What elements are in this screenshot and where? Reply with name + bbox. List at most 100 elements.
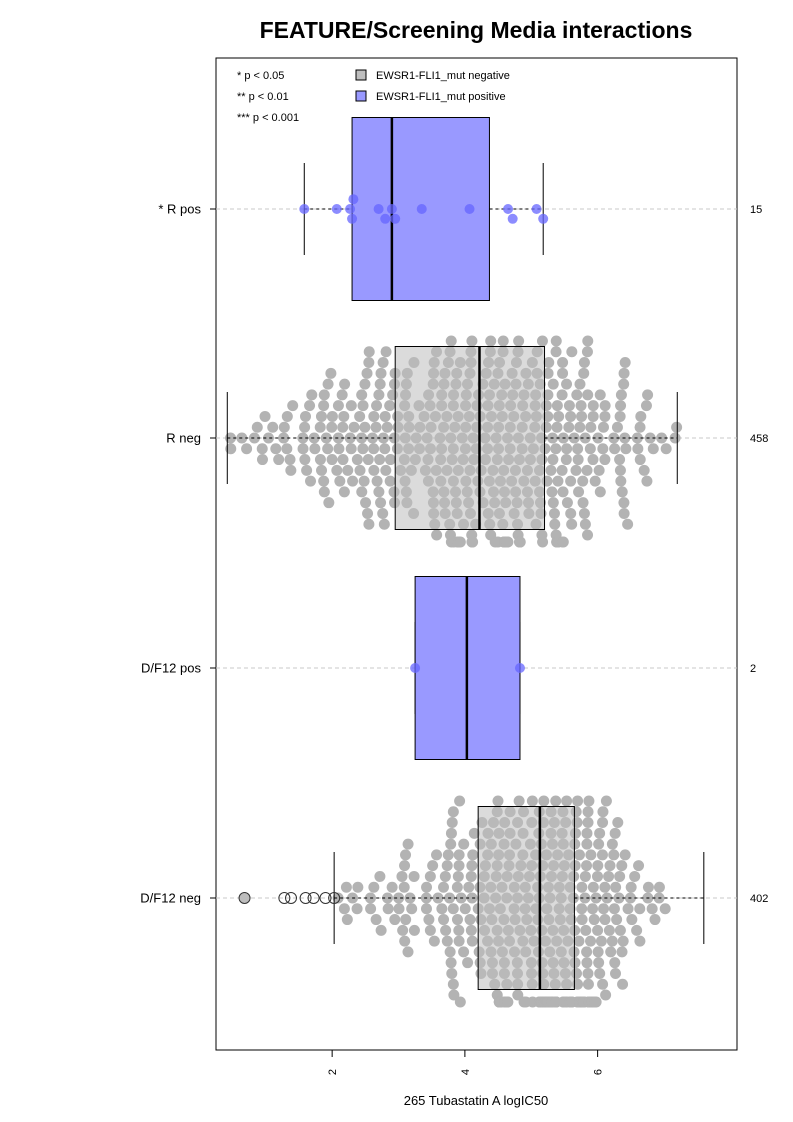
point-1-349: [546, 486, 558, 498]
point-1-385: [565, 507, 577, 519]
point-3-304: [576, 903, 588, 915]
point-1-411: [585, 421, 597, 433]
point-3-40: [431, 849, 443, 861]
point-1-63: [348, 421, 360, 433]
point-3-350: [593, 957, 605, 969]
point-1-20: [297, 432, 309, 444]
point-1-455: [660, 443, 672, 455]
point-1-99: [379, 443, 391, 455]
point-1-374: [557, 486, 569, 498]
point-3-322: [582, 967, 594, 979]
point-3-3: [341, 914, 353, 926]
point-1-47: [331, 464, 343, 476]
point-1-378: [561, 378, 573, 390]
point-3-51: [444, 946, 456, 958]
point-1-416: [592, 432, 604, 444]
point-1-380: [561, 497, 573, 509]
point-1-64: [351, 454, 363, 466]
point-1-66: [354, 464, 366, 476]
point-1-408: [582, 389, 594, 401]
point-3-10: [370, 914, 382, 926]
point-3-45: [439, 870, 451, 882]
point-1-437: [618, 367, 630, 379]
point-3-348: [592, 946, 604, 958]
point-1-21: [297, 443, 309, 455]
point-3-82: [467, 849, 479, 861]
point-pos-0-4: [348, 194, 359, 205]
point-pos-0-0: [299, 204, 310, 214]
point-1-353: [547, 497, 559, 509]
point-3-368: [606, 935, 618, 947]
point-1-49: [332, 400, 344, 412]
group-n-1: 458: [750, 433, 768, 445]
point-1-442: [622, 518, 634, 530]
point-1-456: [669, 432, 681, 444]
point-3-20: [397, 924, 409, 936]
point-3-27: [402, 838, 414, 850]
point-pos-0-2: [345, 204, 356, 214]
outlier-3-6: [328, 892, 341, 904]
point-1-197: [454, 536, 466, 548]
point-3-36: [424, 870, 436, 882]
point-1-30: [309, 443, 321, 455]
point-1-371: [557, 367, 569, 379]
group-n-2: 2: [750, 663, 756, 675]
point-3-14: [382, 903, 394, 915]
point-3-389: [626, 914, 638, 926]
point-3-333: [585, 849, 597, 861]
point-1-9: [263, 432, 275, 444]
point-1-106: [384, 454, 396, 466]
point-3-65: [453, 860, 465, 872]
point-3-2: [340, 881, 352, 893]
point-3-0: [332, 892, 344, 904]
point-3-15: [386, 881, 398, 893]
point-1-387: [566, 346, 578, 358]
point-1-352: [547, 378, 559, 390]
point-3-68: [454, 795, 466, 807]
point-1-419: [594, 486, 606, 498]
point-3-390: [629, 870, 641, 882]
point-3-52: [445, 838, 457, 850]
point-1-104: [384, 400, 396, 412]
point-1-438: [618, 507, 630, 519]
point-1-19: [287, 400, 299, 412]
legend: * p < 0.05 ** p < 0.01 *** p < 0.001 EWSR1-…: [237, 69, 510, 124]
point-1-404: [579, 518, 591, 530]
point-3-21: [398, 881, 410, 893]
point-1-413: [587, 410, 599, 422]
point-3-5: [351, 903, 363, 915]
point-1-428: [614, 454, 626, 466]
point-3-356: [597, 978, 609, 990]
point-3-359: [599, 881, 611, 893]
point-3-31: [408, 924, 420, 936]
point-3-12: [375, 924, 387, 936]
point-1-346: [542, 367, 554, 379]
point-3-73: [459, 903, 471, 915]
point-3-379: [614, 870, 626, 882]
point-3-69: [454, 996, 466, 1008]
point-3-38: [427, 860, 439, 872]
point-1-16: [281, 410, 293, 422]
point-3-375: [610, 881, 622, 893]
point-3-316: [580, 924, 592, 936]
point-3-59: [447, 806, 459, 818]
point-3-33: [420, 903, 432, 915]
group-label-3: D/F12 neg: [140, 891, 201, 906]
point-3-78: [465, 924, 477, 936]
point-1-424: [599, 400, 611, 412]
point-3-47: [441, 860, 453, 872]
point-1-90: [373, 486, 385, 498]
point-3-17: [393, 892, 405, 904]
box-1: [394, 346, 546, 530]
point-1-1: [225, 443, 237, 455]
point-1-14: [278, 421, 290, 433]
point-3-377: [612, 817, 624, 829]
point-1-24: [300, 410, 312, 422]
point-1-377: [560, 454, 572, 466]
point-pos-0-10: [464, 204, 475, 214]
point-1-397: [576, 410, 588, 422]
point-3-25: [400, 914, 412, 926]
point-1-71: [357, 400, 369, 412]
group-label-0: * R pos: [158, 202, 201, 217]
point-3-44: [438, 914, 450, 926]
